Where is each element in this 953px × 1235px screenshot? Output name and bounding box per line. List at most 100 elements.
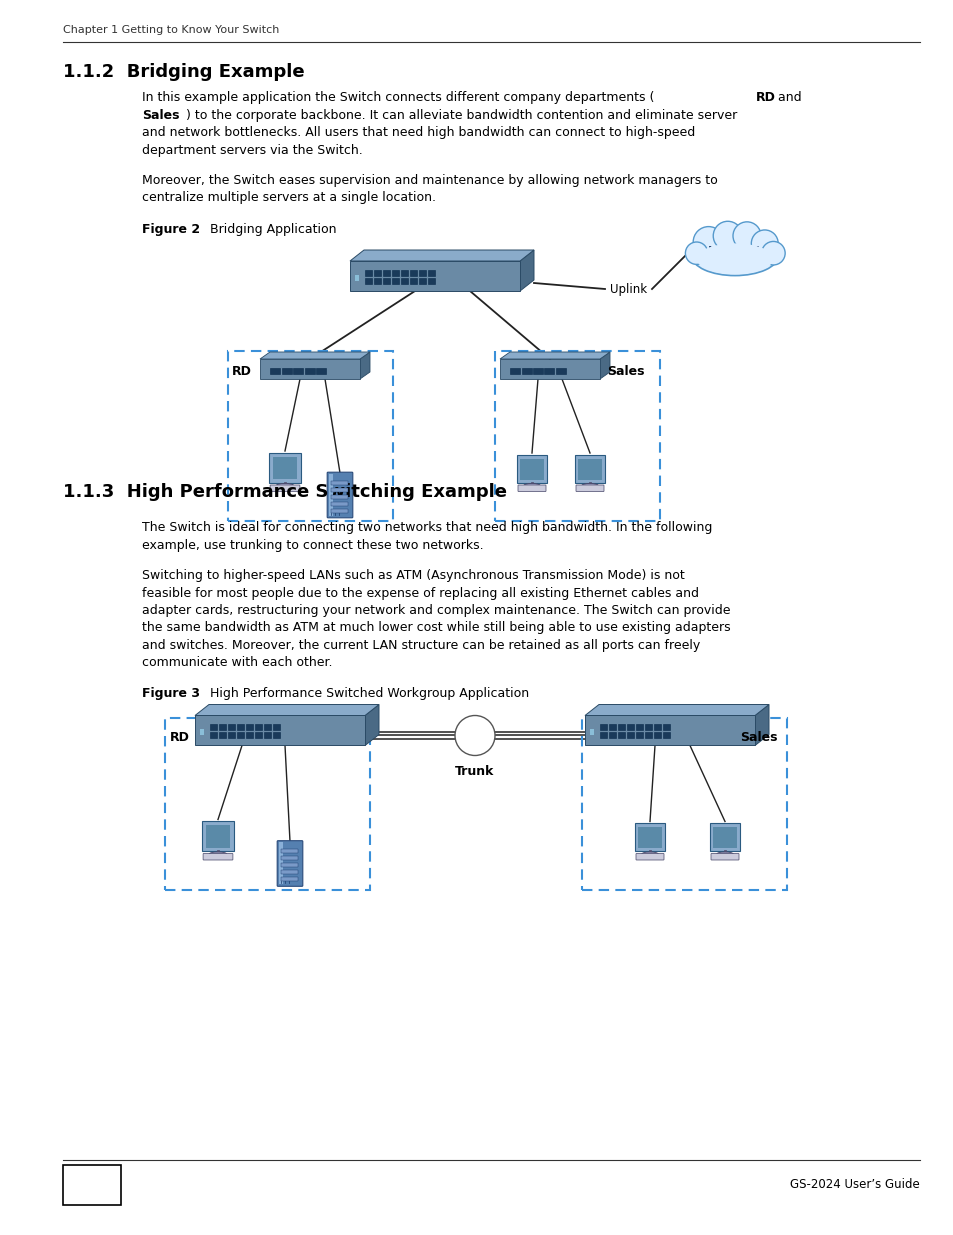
Bar (210, 732, 217, 739)
Bar (521, 368, 531, 374)
Polygon shape (365, 704, 378, 746)
Text: the same bandwidth as ATM at much lower cost while still being able to use exist: the same bandwidth as ATM at much lower … (142, 621, 730, 635)
Bar (228, 725, 235, 730)
Bar (382, 270, 390, 275)
Ellipse shape (641, 852, 658, 856)
Bar (638, 827, 661, 848)
Bar (499, 359, 599, 379)
Bar (280, 878, 297, 882)
Bar (392, 278, 398, 284)
Text: The Switch is ideal for connecting two networks that need high bandwidth. In the: The Switch is ideal for connecting two n… (142, 521, 712, 534)
Bar (330, 509, 348, 513)
Text: Sales: Sales (142, 109, 179, 121)
Bar (392, 270, 398, 275)
FancyBboxPatch shape (517, 485, 545, 492)
Circle shape (751, 230, 778, 257)
Text: In this example application the Switch connects different company departments (: In this example application the Switch c… (142, 91, 654, 104)
Text: and network bottlenecks. All users that need high bandwidth can connect to high-: and network bottlenecks. All users that … (142, 126, 695, 140)
Bar (510, 368, 519, 374)
Bar (228, 351, 393, 521)
Bar (400, 270, 408, 275)
FancyBboxPatch shape (277, 841, 302, 887)
Polygon shape (599, 352, 609, 379)
Text: GS-2024 User’s Guide: GS-2024 User’s Guide (789, 1178, 919, 1192)
Bar (254, 725, 262, 730)
Bar (236, 732, 244, 739)
Bar (713, 827, 736, 848)
Bar (246, 725, 253, 730)
Bar (709, 824, 740, 851)
Bar (418, 270, 426, 275)
Bar (654, 725, 660, 730)
Circle shape (732, 222, 760, 249)
Bar (269, 453, 301, 483)
Bar (165, 719, 370, 890)
FancyBboxPatch shape (576, 485, 603, 492)
Ellipse shape (716, 852, 733, 856)
Bar (410, 278, 416, 284)
Bar (662, 725, 670, 730)
Bar (626, 725, 634, 730)
Text: Switching to higher-speed LANs such as ATM (Asynchronous Transmission Mode) is n: Switching to higher-speed LANs such as A… (142, 569, 684, 582)
FancyBboxPatch shape (636, 853, 663, 860)
Bar (210, 725, 217, 730)
Bar (608, 732, 616, 739)
Bar (350, 261, 519, 291)
Bar (365, 278, 372, 284)
Bar (293, 368, 303, 374)
Bar (618, 725, 624, 730)
Text: 1.1.2  Bridging Example: 1.1.2 Bridging Example (63, 63, 304, 82)
Bar (654, 732, 660, 739)
Bar (635, 824, 664, 851)
Bar (618, 732, 624, 739)
Ellipse shape (209, 852, 227, 856)
Polygon shape (350, 249, 534, 261)
Ellipse shape (691, 236, 778, 275)
Text: RD: RD (755, 91, 775, 104)
Bar (636, 732, 642, 739)
Text: example, use trunking to connect these two networks.: example, use trunking to connect these t… (142, 538, 483, 552)
Bar (273, 732, 280, 739)
Text: centralize multiple servers at a single location.: centralize multiple servers at a single … (142, 191, 436, 204)
Bar (578, 458, 601, 479)
Bar (280, 871, 297, 874)
Bar (636, 725, 642, 730)
Text: Chapter 1 Getting to Know Your Switch: Chapter 1 Getting to Know Your Switch (63, 25, 279, 35)
Text: Sales: Sales (607, 366, 644, 378)
Bar (644, 725, 652, 730)
Text: 1.1.3  High Performance Switching Example: 1.1.3 High Performance Switching Example (63, 483, 506, 501)
Text: Bridging Application: Bridging Application (197, 224, 335, 236)
Text: department servers via the Switch.: department servers via the Switch. (142, 143, 362, 157)
Bar (260, 359, 359, 379)
Polygon shape (194, 704, 378, 715)
Bar (374, 270, 381, 275)
FancyBboxPatch shape (63, 1165, 121, 1205)
Bar (330, 495, 348, 499)
Bar (418, 278, 426, 284)
Text: Figure 3: Figure 3 (142, 688, 200, 700)
Text: and switches. Moreover, the current LAN structure can be retained as all ports c: and switches. Moreover, the current LAN … (142, 638, 700, 652)
Text: Trunk: Trunk (455, 766, 495, 778)
Bar (315, 368, 326, 374)
Bar (575, 454, 604, 483)
Polygon shape (584, 704, 768, 715)
Bar (205, 825, 231, 847)
Bar (556, 368, 565, 374)
Bar (599, 732, 606, 739)
Bar (355, 274, 358, 280)
Bar (662, 732, 670, 739)
Text: Uplink: Uplink (609, 283, 646, 296)
Bar (280, 863, 297, 867)
Bar (304, 368, 314, 374)
Bar (544, 368, 554, 374)
Bar (280, 857, 297, 861)
Bar (584, 715, 754, 746)
Text: Sales: Sales (740, 731, 778, 745)
Bar (219, 732, 226, 739)
Text: adapter cards, restructuring your network and complex maintenance. The Switch ca: adapter cards, restructuring your networ… (142, 604, 730, 618)
Text: ) to the corporate backbone. It can alleviate bandwidth contention and eliminate: ) to the corporate backbone. It can alle… (186, 109, 737, 121)
Bar (236, 725, 244, 730)
Bar (581, 719, 786, 890)
Circle shape (455, 715, 495, 756)
Text: Figure 2: Figure 2 (142, 224, 200, 236)
